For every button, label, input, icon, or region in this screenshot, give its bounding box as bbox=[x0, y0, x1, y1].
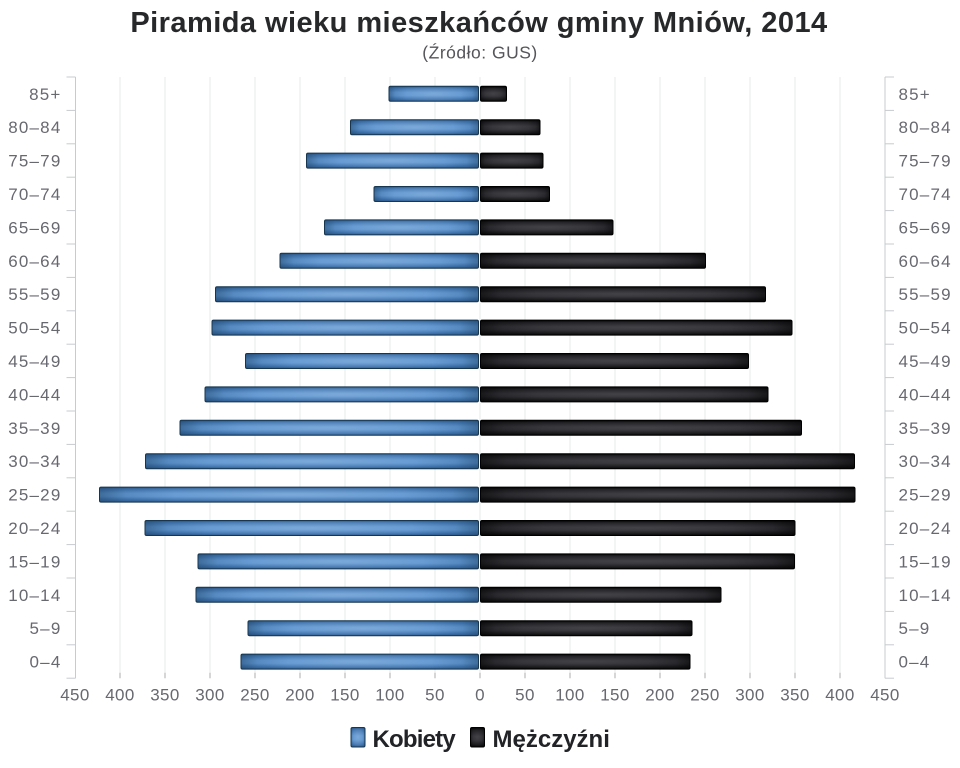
svg-text:40–44: 40–44 bbox=[8, 385, 61, 404]
svg-text:55–59: 55–59 bbox=[899, 285, 952, 304]
svg-text:300: 300 bbox=[195, 686, 225, 705]
svg-text:75–79: 75–79 bbox=[8, 152, 61, 171]
svg-text:100: 100 bbox=[555, 686, 585, 705]
svg-text:50: 50 bbox=[425, 686, 445, 705]
svg-text:0–4: 0–4 bbox=[899, 653, 931, 672]
svg-text:50–54: 50–54 bbox=[899, 319, 952, 338]
svg-text:35–39: 35–39 bbox=[8, 419, 61, 438]
svg-text:35–39: 35–39 bbox=[899, 419, 952, 438]
svg-text:25–29: 25–29 bbox=[8, 486, 61, 505]
svg-text:150: 150 bbox=[330, 686, 360, 705]
svg-text:15–19: 15–19 bbox=[8, 552, 61, 571]
svg-text:80–84: 80–84 bbox=[8, 118, 61, 137]
svg-text:65–69: 65–69 bbox=[8, 218, 61, 237]
svg-text:15–19: 15–19 bbox=[899, 552, 952, 571]
svg-text:250: 250 bbox=[690, 686, 720, 705]
svg-text:400: 400 bbox=[105, 686, 135, 705]
svg-text:300: 300 bbox=[735, 686, 765, 705]
svg-text:5–9: 5–9 bbox=[30, 619, 62, 638]
svg-text:10–14: 10–14 bbox=[899, 586, 952, 605]
svg-text:60–64: 60–64 bbox=[899, 252, 952, 271]
svg-text:30–34: 30–34 bbox=[8, 452, 61, 471]
svg-text:30–34: 30–34 bbox=[899, 452, 952, 471]
svg-text:85+: 85+ bbox=[29, 85, 61, 104]
svg-text:75–79: 75–79 bbox=[899, 152, 952, 171]
svg-text:40–44: 40–44 bbox=[899, 385, 952, 404]
svg-text:60–64: 60–64 bbox=[8, 252, 61, 271]
svg-text:50: 50 bbox=[515, 686, 535, 705]
svg-text:45–49: 45–49 bbox=[8, 352, 61, 371]
svg-text:25–29: 25–29 bbox=[899, 486, 952, 505]
svg-text:200: 200 bbox=[645, 686, 675, 705]
svg-text:45–49: 45–49 bbox=[899, 352, 952, 371]
svg-text:20–24: 20–24 bbox=[8, 519, 61, 538]
svg-text:200: 200 bbox=[285, 686, 315, 705]
svg-text:65–69: 65–69 bbox=[899, 218, 952, 237]
svg-text:100: 100 bbox=[375, 686, 405, 705]
svg-text:55–59: 55–59 bbox=[8, 285, 61, 304]
svg-text:70–74: 70–74 bbox=[8, 185, 61, 204]
svg-text:10–14: 10–14 bbox=[8, 586, 61, 605]
svg-text:20–24: 20–24 bbox=[899, 519, 952, 538]
svg-text:Mężczyźni: Mężczyźni bbox=[493, 726, 610, 753]
svg-text:Piramida wieku mieszkańców gmi: Piramida wieku mieszkańców gminy Mniów, … bbox=[130, 7, 827, 39]
svg-text:150: 150 bbox=[600, 686, 630, 705]
svg-text:Kobiety: Kobiety bbox=[373, 726, 457, 753]
svg-text:50–54: 50–54 bbox=[8, 319, 61, 338]
svg-text:5–9: 5–9 bbox=[899, 619, 931, 638]
svg-text:350: 350 bbox=[150, 686, 180, 705]
svg-text:(Źródło: GUS): (Źródło: GUS) bbox=[422, 43, 537, 63]
svg-text:70–74: 70–74 bbox=[899, 185, 952, 204]
svg-text:80–84: 80–84 bbox=[899, 118, 952, 137]
svg-text:0–4: 0–4 bbox=[30, 653, 62, 672]
svg-text:250: 250 bbox=[240, 686, 270, 705]
svg-text:450: 450 bbox=[60, 686, 90, 705]
svg-text:0: 0 bbox=[475, 686, 485, 705]
svg-text:400: 400 bbox=[825, 686, 855, 705]
svg-text:350: 350 bbox=[780, 686, 810, 705]
svg-text:85+: 85+ bbox=[899, 85, 931, 104]
svg-text:450: 450 bbox=[870, 686, 900, 705]
